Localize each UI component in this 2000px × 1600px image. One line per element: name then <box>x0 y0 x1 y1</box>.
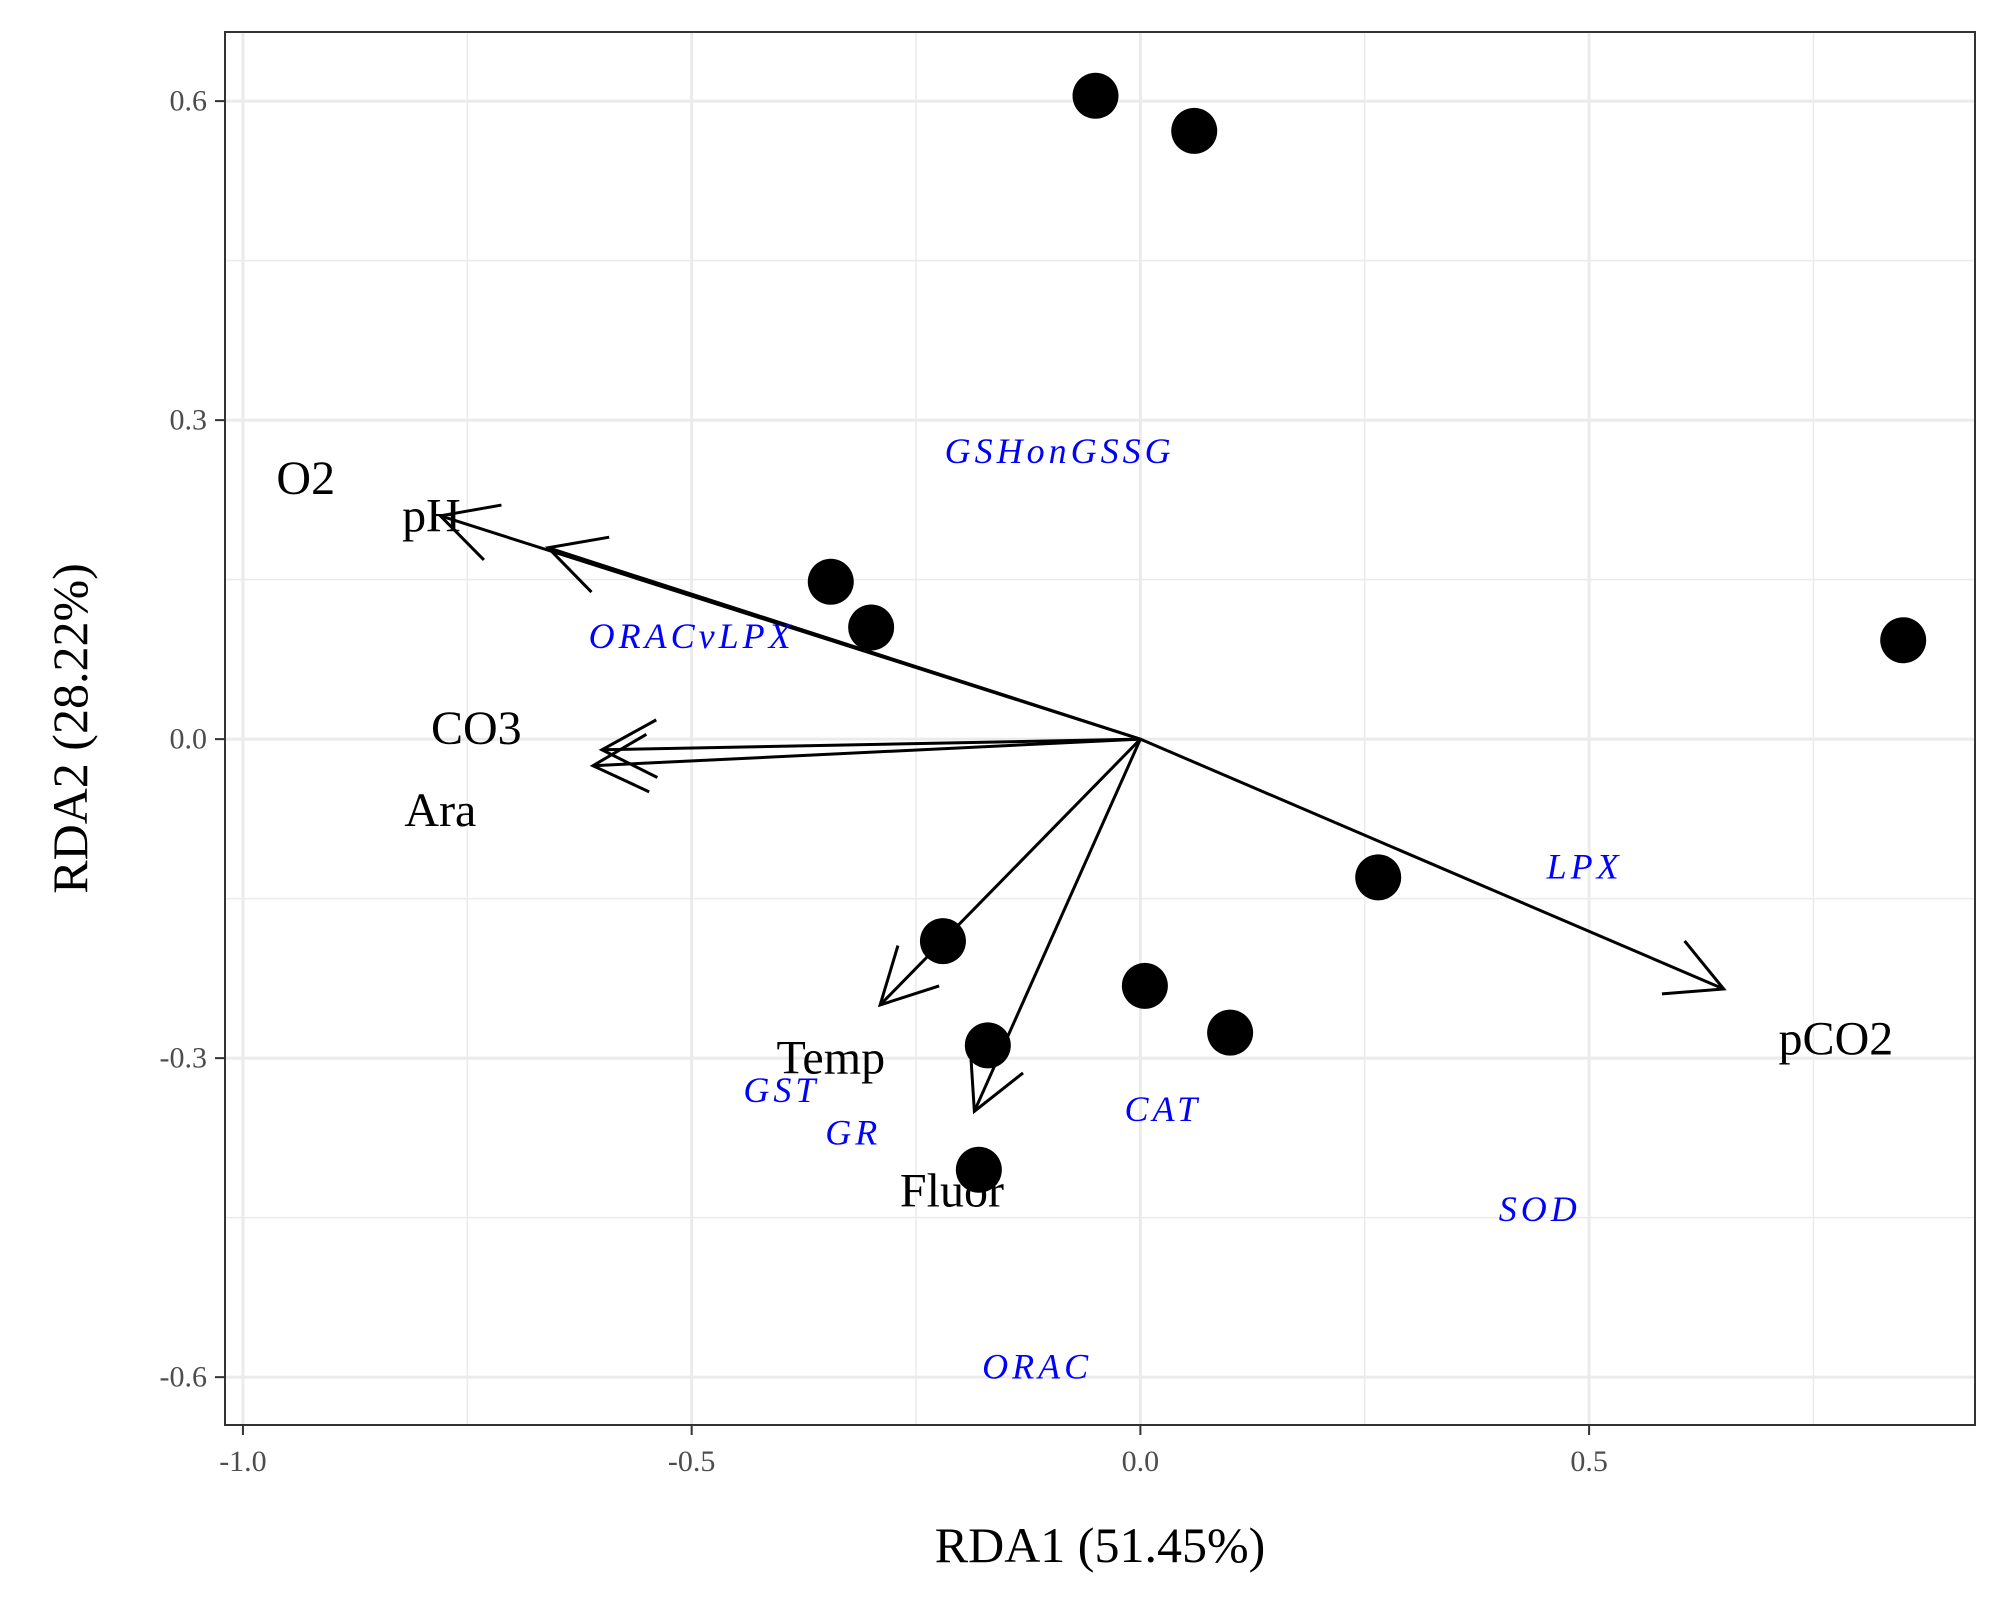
site-point <box>1355 854 1402 901</box>
vector-o2 <box>547 546 1141 741</box>
site-point <box>955 1146 1002 1193</box>
site-point <box>1121 962 1168 1009</box>
x-tick-label: -1.0 <box>219 1445 267 1478</box>
vector-temp <box>879 738 1142 1007</box>
x-axis-ticks: -1.0 -0.5 0.0 0.5 <box>219 1425 1608 1478</box>
site-point <box>1880 617 1927 664</box>
y-tick-label: -0.3 <box>160 1042 208 1075</box>
site-point <box>1207 1009 1254 1056</box>
site-points <box>807 72 1927 1193</box>
panel-border <box>224 31 1976 1426</box>
x-tick-label: -0.5 <box>668 1445 716 1478</box>
site-point <box>1171 107 1218 154</box>
site-point <box>1072 72 1119 119</box>
y-tick-label: 0.3 <box>170 404 208 437</box>
response-label-oracvlpx: ORACvLPX <box>589 616 795 656</box>
response-label-gst: GST <box>743 1070 819 1110</box>
env-label-co3: CO3 <box>431 702 522 755</box>
arrowhead-co3 <box>598 718 659 779</box>
y-tick-label: -0.6 <box>160 1361 208 1394</box>
y-tick-label: 0.0 <box>170 723 208 756</box>
vector-ara <box>592 737 1141 768</box>
arrowhead-ph <box>437 503 502 562</box>
y-tick-label: 0.6 <box>170 85 208 118</box>
arrowhead-pco2 <box>1661 939 1727 996</box>
arrowhead-o2 <box>545 535 610 594</box>
environmental-labels: O2 pH CO3 Ara Temp Fluor pCO2 <box>276 452 1893 1217</box>
minor-gridlines <box>225 32 1975 1425</box>
x-tick-label: 0.5 <box>1570 1445 1608 1478</box>
response-label-cat: CAT <box>1124 1089 1201 1129</box>
x-axis-title: RDA1 (51.45%) <box>935 1517 1266 1573</box>
site-point <box>807 558 854 605</box>
environmental-vectors <box>437 503 1727 1115</box>
response-label-orac: ORAC <box>982 1347 1092 1387</box>
vector-pco2 <box>1139 737 1725 991</box>
arrowhead-temp <box>877 945 940 1008</box>
arrowhead-ara <box>589 732 650 794</box>
response-label-gr: GR <box>825 1113 881 1153</box>
vector-co3 <box>601 737 1141 752</box>
env-label-temp: Temp <box>776 1032 885 1085</box>
env-label-ara: Ara <box>404 784 476 837</box>
response-label-sod: SOD <box>1499 1189 1581 1229</box>
response-label-gshongssg: GSHonGSSG <box>945 431 1175 471</box>
y-axis-ticks: -0.6 -0.3 0.0 0.3 0.6 <box>160 85 225 1394</box>
site-point <box>848 604 895 651</box>
arrowhead-fluor <box>968 1049 1024 1115</box>
env-label-pco2: pCO2 <box>1779 1013 1894 1066</box>
y-axis-title: RDA2 (28.22%) <box>42 563 98 894</box>
x-tick-label: 0.0 <box>1122 1445 1160 1478</box>
response-label-lpx: LPX <box>1546 847 1623 887</box>
env-label-fluor: Fluor <box>900 1165 1004 1218</box>
site-point <box>964 1022 1011 1069</box>
env-label-ph: pH <box>402 489 461 542</box>
env-label-o2: O2 <box>276 452 335 505</box>
site-point <box>919 918 966 965</box>
